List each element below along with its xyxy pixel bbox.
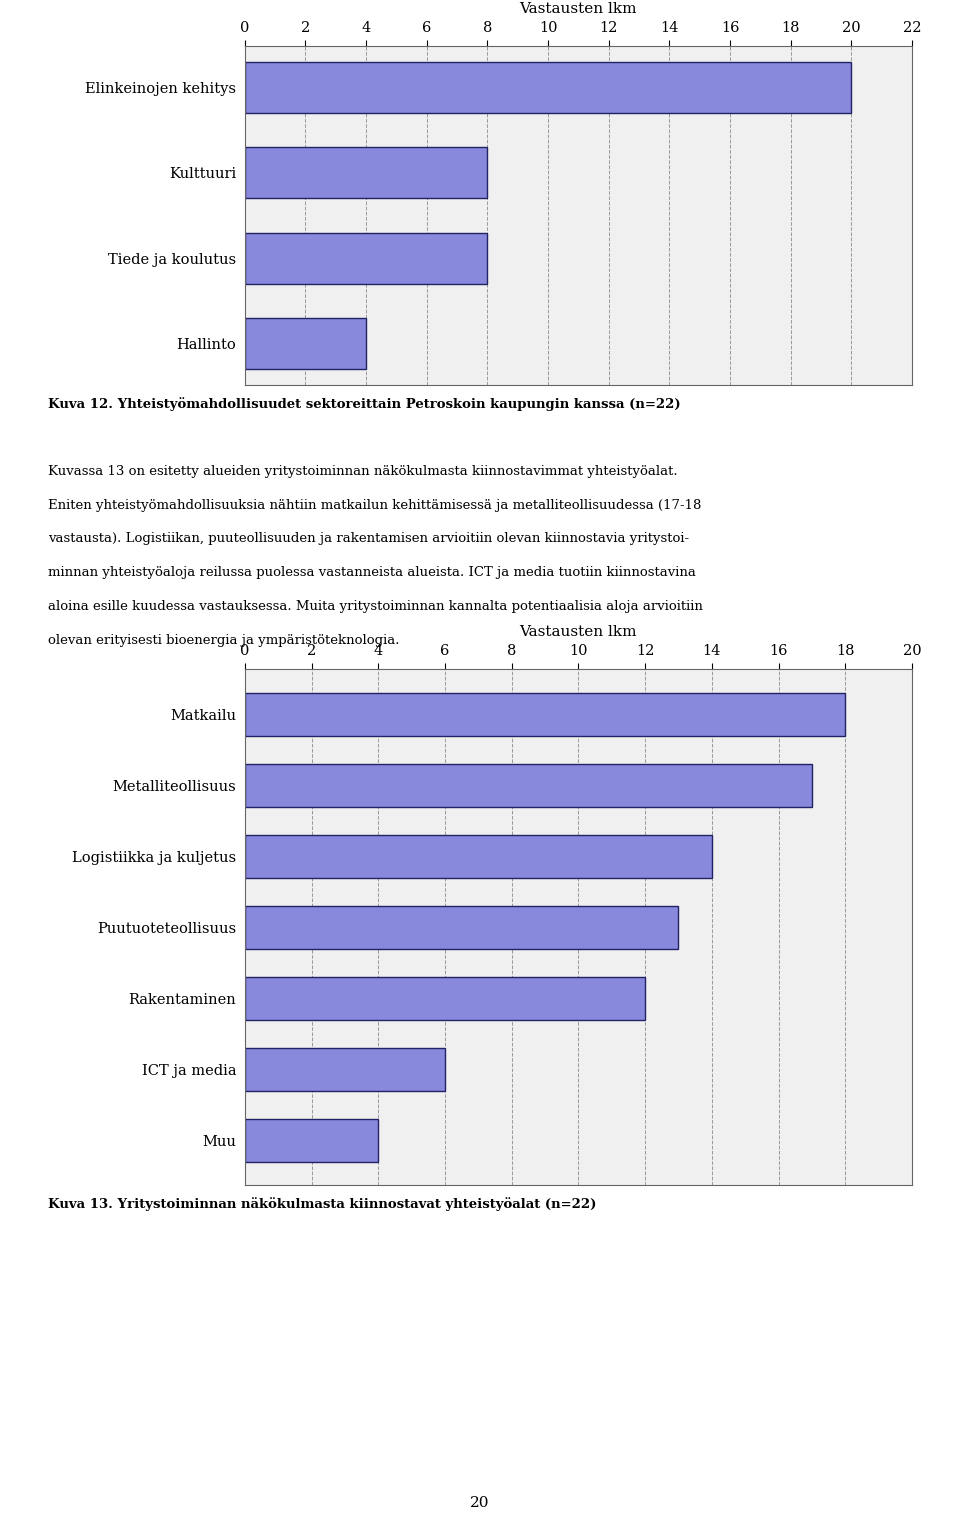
Bar (245, 1048, 445, 1091)
Bar (245, 232, 488, 283)
Text: aloina esille kuudessa vastauksessa. Muita yritystoiminnan kannalta potentiaalis: aloina esille kuudessa vastauksessa. Mui… (48, 600, 703, 613)
Text: minnan yhteistyöaloja reilussa puolessa vastanneista alueista. ICT ja media tuot: minnan yhteistyöaloja reilussa puolessa … (48, 566, 696, 579)
X-axis label: Vastausten lkm: Vastausten lkm (519, 625, 637, 639)
Text: Kuvassa 13 on esitetty alueiden yritystoiminnan näkökulmasta kiinnostavimmat yht: Kuvassa 13 on esitetty alueiden yritysto… (48, 465, 678, 477)
X-axis label: Vastausten lkm: Vastausten lkm (519, 2, 637, 15)
Bar (245, 836, 712, 877)
Text: Kuva 12. Yhteistyömahdollisuudet sektoreittain Petroskoin kaupungin kanssa (n=22: Kuva 12. Yhteistyömahdollisuudet sektore… (48, 397, 681, 411)
Bar (245, 62, 852, 112)
Bar (245, 1119, 378, 1162)
Text: 20: 20 (470, 1496, 490, 1510)
Bar (245, 319, 366, 369)
Text: Kuva 13. Yritystoiminnan näkökulmasta kiinnostavat yhteistyöalat (n=22): Kuva 13. Yritystoiminnan näkökulmasta ki… (48, 1197, 596, 1211)
Bar (245, 906, 679, 948)
Bar (245, 763, 812, 806)
Bar (245, 693, 846, 736)
Text: Eniten yhteistyömahdollisuuksia nähtiin matkailun kehittämisessä ja metalliteoll: Eniten yhteistyömahdollisuuksia nähtiin … (48, 499, 702, 511)
Bar (245, 148, 488, 199)
Text: olevan erityisesti bioenergia ja ympäristöteknologia.: olevan erityisesti bioenergia ja ympäris… (48, 634, 399, 646)
Bar (245, 977, 645, 1019)
Text: vastausta). Logistiikan, puuteollisuuden ja rakentamisen arvioitiin olevan kiinn: vastausta). Logistiikan, puuteollisuuden… (48, 532, 689, 545)
